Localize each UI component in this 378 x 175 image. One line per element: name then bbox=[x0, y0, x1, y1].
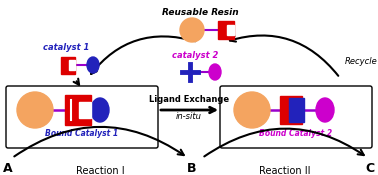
Text: Reusable Resin: Reusable Resin bbox=[162, 8, 238, 17]
Text: Recycle: Recycle bbox=[345, 58, 378, 66]
FancyBboxPatch shape bbox=[6, 86, 158, 148]
Ellipse shape bbox=[316, 98, 334, 122]
Bar bbox=[79, 102, 91, 118]
Bar bbox=[227, 25, 234, 35]
Bar bbox=[61, 57, 75, 74]
Circle shape bbox=[234, 92, 270, 128]
Text: catalyst 1: catalyst 1 bbox=[43, 43, 89, 52]
Circle shape bbox=[180, 18, 204, 42]
Text: Bound Catalyst 1: Bound Catalyst 1 bbox=[45, 128, 119, 138]
Text: Reaction I: Reaction I bbox=[76, 166, 124, 175]
FancyBboxPatch shape bbox=[220, 86, 372, 148]
Text: B: B bbox=[187, 162, 197, 175]
Text: A: A bbox=[3, 162, 13, 175]
Text: in-situ: in-situ bbox=[176, 112, 202, 121]
Text: Reaction II: Reaction II bbox=[259, 166, 311, 175]
Bar bbox=[218, 21, 234, 39]
Text: Ligand Exchange: Ligand Exchange bbox=[149, 95, 229, 104]
Ellipse shape bbox=[209, 64, 221, 80]
Bar bbox=[65, 95, 91, 125]
Text: catalyst 2: catalyst 2 bbox=[172, 51, 218, 60]
Text: Bound Catalyst 2: Bound Catalyst 2 bbox=[259, 128, 333, 138]
Ellipse shape bbox=[87, 57, 99, 73]
Bar bbox=[69, 60, 75, 70]
Circle shape bbox=[17, 92, 53, 128]
Text: C: C bbox=[366, 162, 375, 175]
Bar bbox=[289, 98, 304, 122]
Bar bbox=[280, 96, 302, 124]
Ellipse shape bbox=[91, 98, 109, 122]
